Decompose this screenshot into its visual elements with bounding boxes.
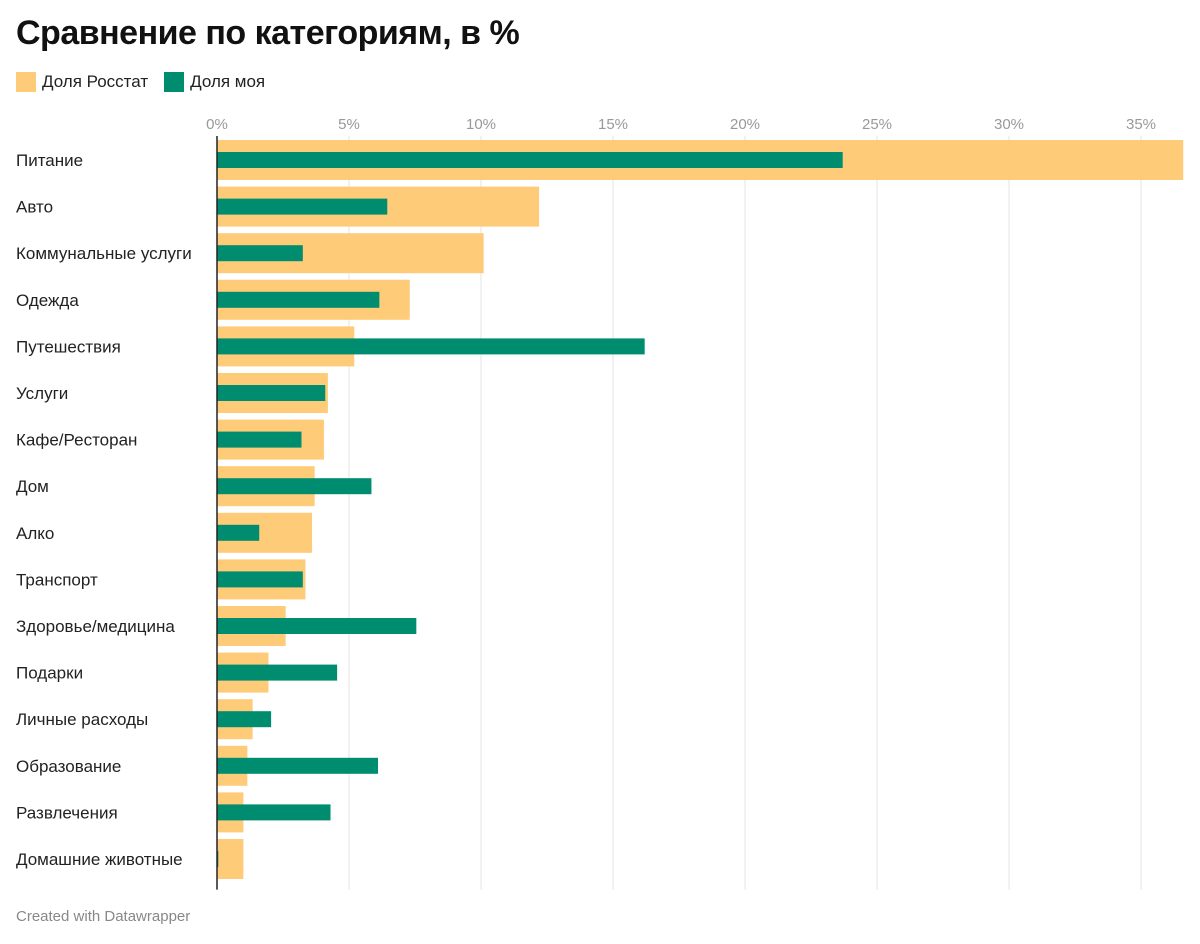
category-label: Личные расходы: [16, 710, 148, 729]
bar-mine: [217, 245, 303, 262]
x-tick-label: 20%: [730, 116, 760, 133]
bar-mine: [217, 338, 645, 355]
legend-label-mine: Доля моя: [190, 72, 266, 91]
bar-mine: [217, 664, 338, 681]
category-label: Одежда: [16, 291, 79, 310]
category-label: Питание: [16, 151, 83, 170]
bar-mine: [217, 291, 380, 308]
bar-rosstat: [217, 839, 244, 879]
category-label: Подарки: [16, 664, 83, 683]
category-label: Кафе/Ресторан: [16, 431, 137, 450]
bar-mine: [217, 152, 843, 168]
bar-mine: [217, 431, 302, 448]
x-tick-label: 30%: [994, 116, 1024, 133]
category-label: Авто: [16, 198, 53, 217]
category-label: Путешествия: [16, 337, 121, 356]
legend-item-mine: Доля моя: [164, 72, 265, 92]
bar-mine: [217, 385, 326, 401]
category-label: Развлечения: [16, 803, 118, 822]
x-tick-label: 25%: [862, 116, 892, 133]
category-label: Коммунальные услуги: [16, 244, 192, 263]
category-label: Здоровье/медицина: [16, 617, 175, 636]
bar-mine: [217, 618, 417, 634]
category-label: Домашние животные: [16, 850, 183, 869]
x-tick-label: 0%: [206, 116, 228, 133]
bar-mine: [217, 757, 379, 774]
x-tick-label: 15%: [598, 116, 628, 133]
footer-credit: Created with Datawrapper: [16, 908, 191, 925]
x-tick-label: 35%: [1126, 116, 1156, 133]
bar-chart: 0% 5% 10% 15% 20% 25% 30% 35% Питание Авто Коммуна…: [16, 116, 1184, 890]
bar-mine: [217, 711, 272, 728]
x-tick-label: 5%: [338, 116, 360, 133]
bar-mine: [217, 804, 331, 821]
bar-mine: [217, 571, 303, 588]
category-label: Транспорт: [16, 570, 98, 589]
bar-mine: [217, 524, 260, 541]
legend-label-rosstat: Доля Росстат: [42, 72, 149, 91]
chart-title: Сравнение по категориям, в %: [16, 14, 520, 52]
x-tick-label: 10%: [466, 116, 496, 133]
category-label: Услуги: [16, 384, 68, 403]
legend-item-rosstat: Доля Росстат: [16, 72, 148, 92]
category-label: Образование: [16, 757, 121, 776]
legend-swatch-mine: [164, 72, 185, 92]
legend-swatch-rosstat: [16, 72, 36, 92]
category-label: Алко: [16, 524, 54, 543]
legend: Доля Росстат Доля моя: [16, 72, 281, 92]
bar-mine: [217, 198, 388, 215]
bar-mine: [217, 478, 372, 495]
category-label: Дом: [16, 477, 49, 496]
